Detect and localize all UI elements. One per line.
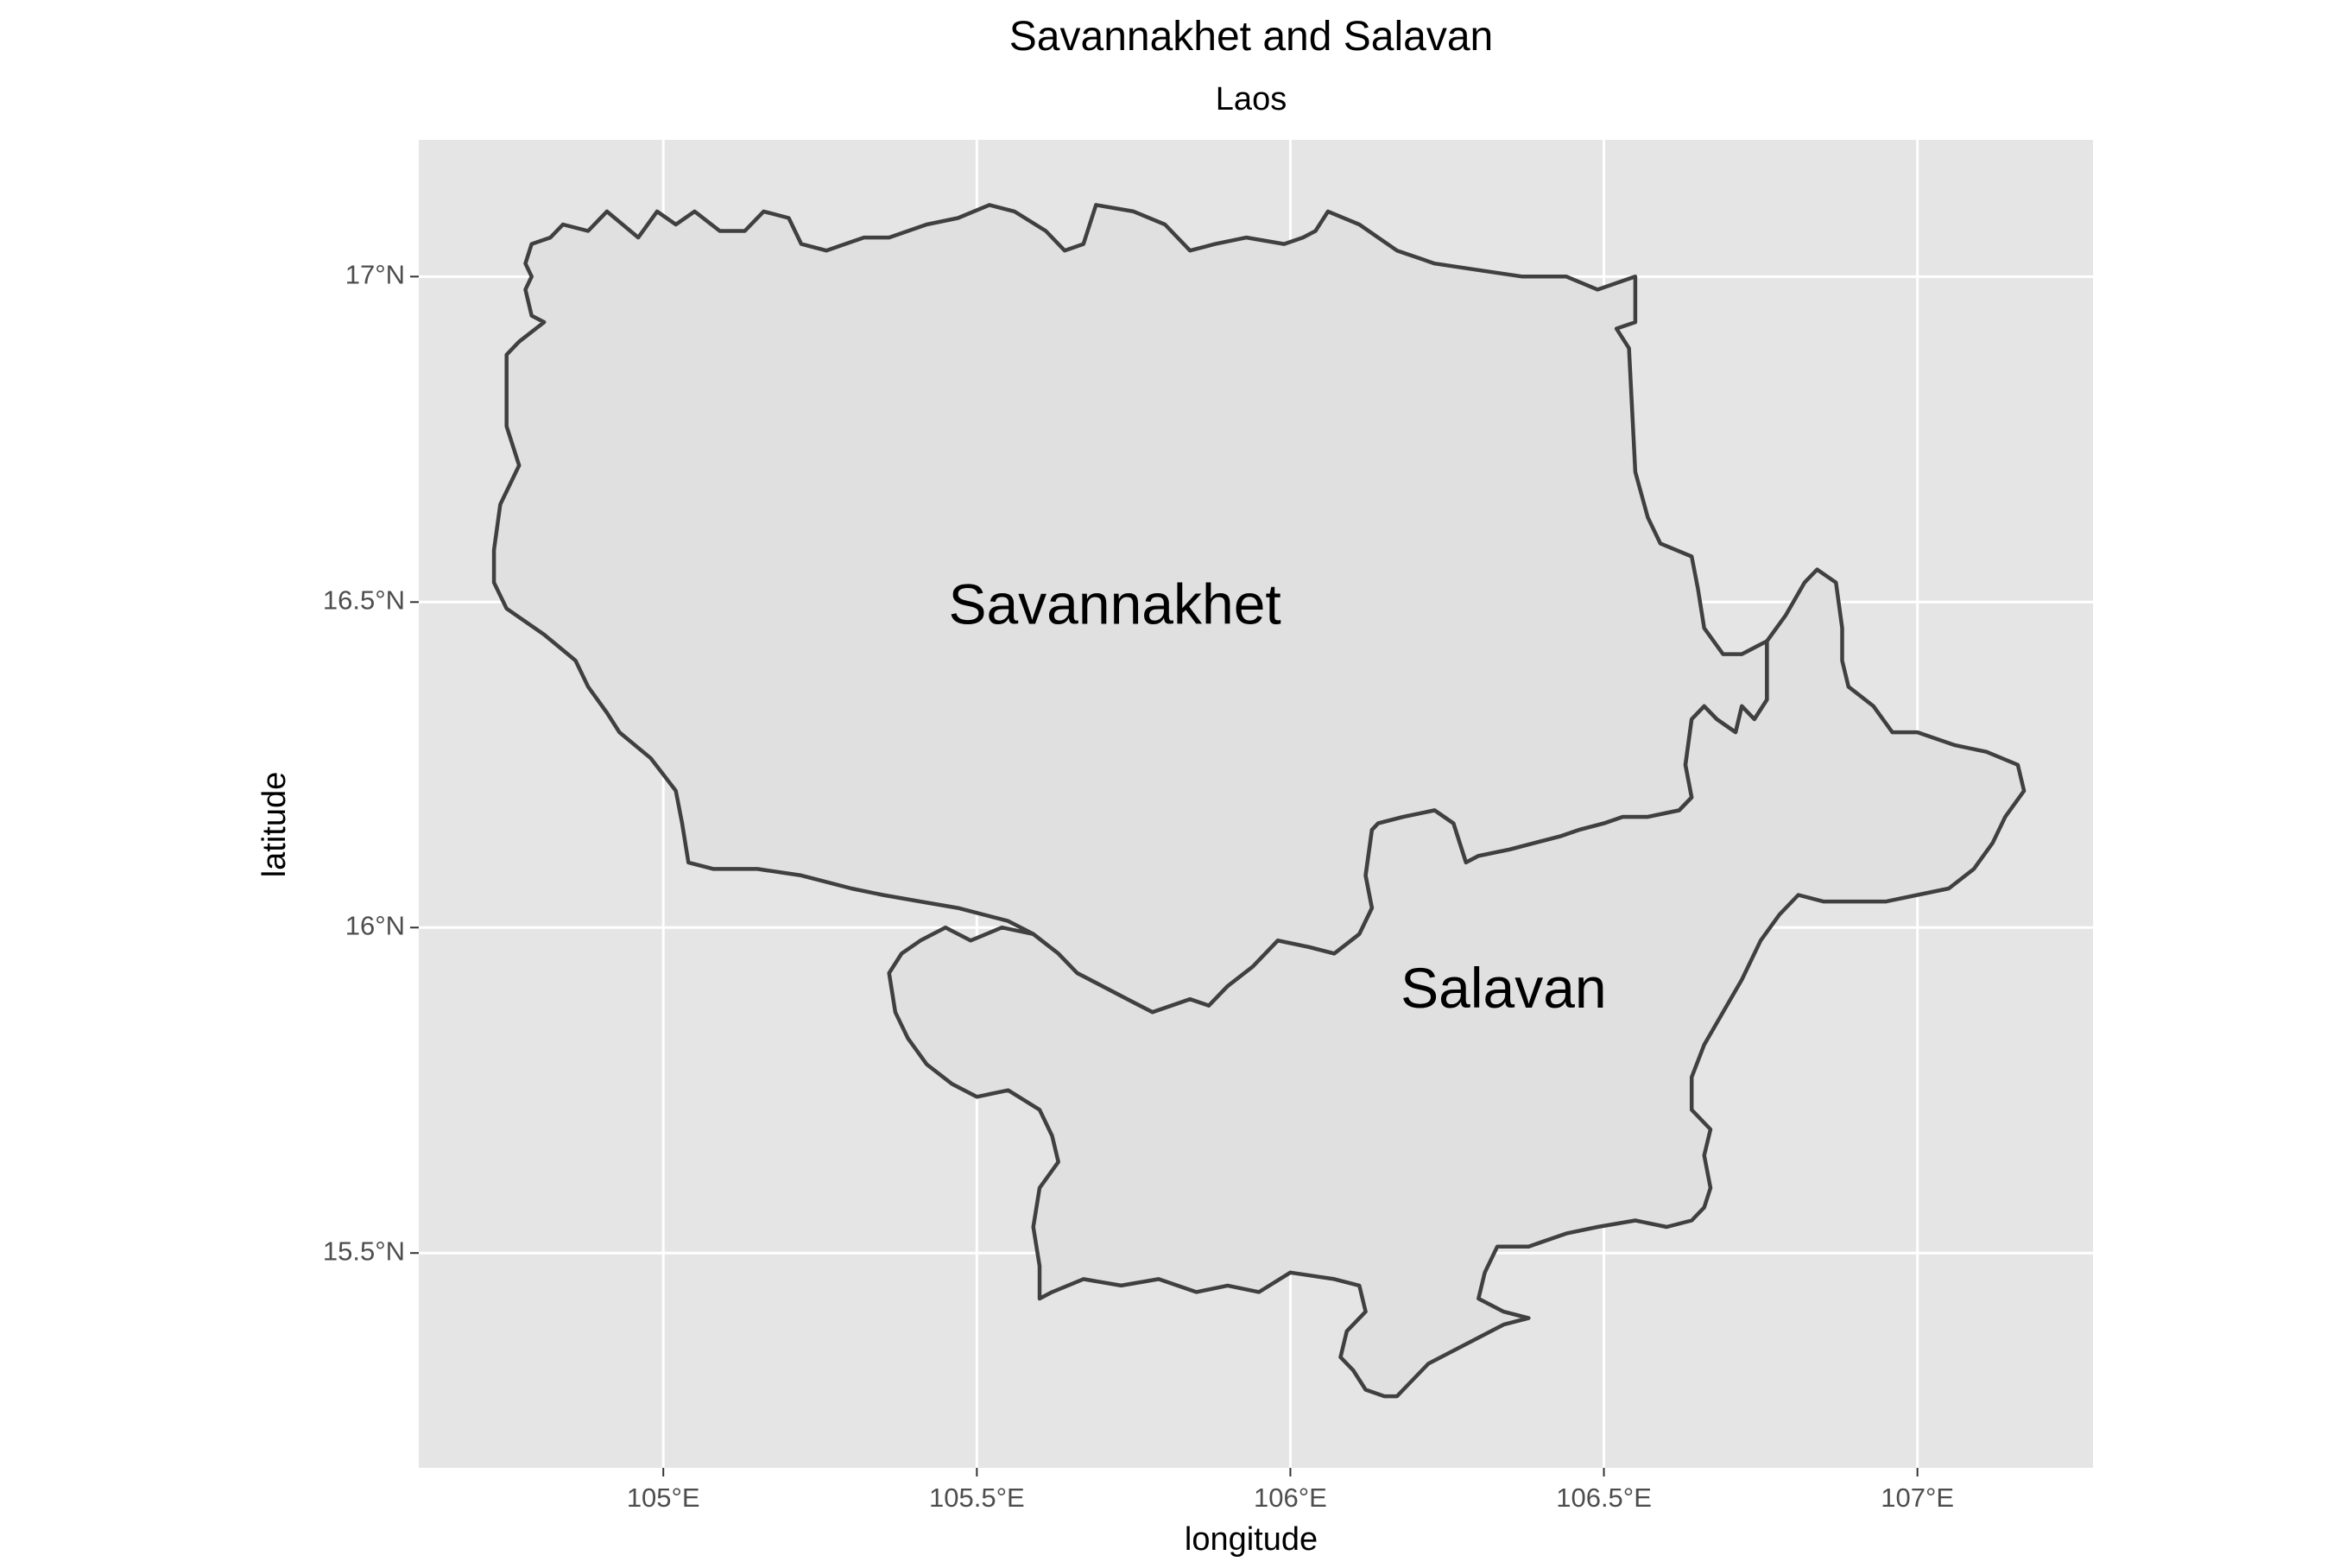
x-tick-label-107-e: 107°E <box>1881 1483 1954 1513</box>
region-label-savannakhet: Savannakhet <box>948 572 1280 635</box>
region-label-salavan: Salavan <box>1401 956 1607 1020</box>
region-labels: Savannakhet Salavan <box>948 572 1606 1020</box>
y-tick-label-16-5-n: 16.5°N <box>323 585 405 615</box>
region-polygons <box>491 203 2027 1399</box>
x-tick-label-106-5-e: 106.5°E <box>1556 1483 1652 1513</box>
y-tick-label-17-n: 17°N <box>345 260 405 290</box>
x-tick-label-106-e: 106°E <box>1254 1483 1327 1513</box>
y-axis-title: latitude <box>256 772 293 878</box>
x-tick-label-105-5-e: 105.5°E <box>929 1483 1025 1513</box>
chart-title: Savannakhet and Salavan <box>1009 14 1493 60</box>
x-axis-title: longitude <box>1185 1521 1318 1558</box>
chart-subtitle: Laos <box>1216 81 1287 117</box>
x-axis-ticks: 105°E 105.5°E 106°E 106.5°E 107°E <box>627 1468 1954 1513</box>
x-tick-label-105-e: 105°E <box>627 1483 700 1513</box>
y-tick-label-15-5-n: 15.5°N <box>323 1236 405 1266</box>
y-axis-ticks: 15.5°N 16°N 16.5°N 17°N <box>323 260 419 1266</box>
y-tick-label-16-n: 16°N <box>345 910 405 940</box>
region-salavan <box>887 567 2027 1399</box>
